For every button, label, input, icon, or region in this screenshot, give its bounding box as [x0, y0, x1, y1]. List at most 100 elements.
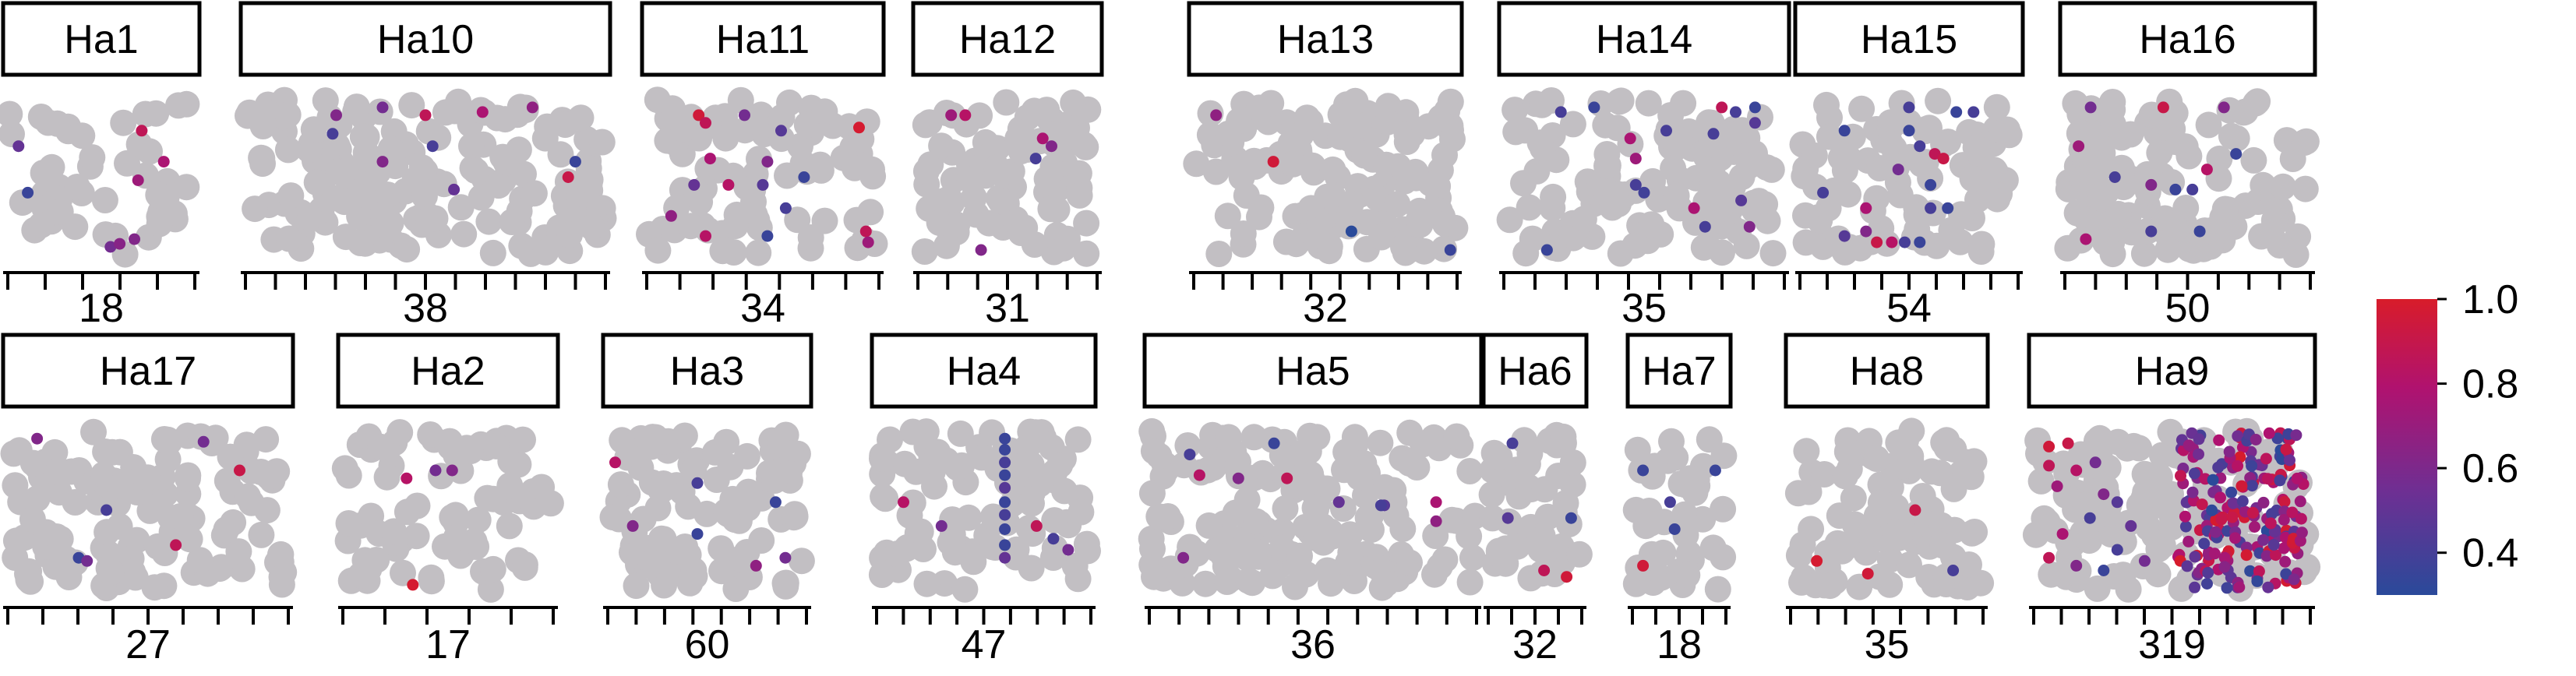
background-point — [1962, 134, 1989, 161]
background-point — [496, 472, 524, 499]
background-point — [782, 501, 809, 528]
data-point — [1871, 236, 1883, 248]
background-point — [979, 503, 1007, 530]
background-point — [1704, 576, 1731, 603]
data-point — [2200, 164, 2213, 176]
background-point — [953, 111, 980, 138]
background-point — [811, 98, 838, 125]
data-point — [999, 539, 1011, 551]
background-point — [108, 472, 135, 499]
background-point — [1818, 180, 1845, 207]
background-point — [870, 483, 897, 510]
data-point — [2181, 560, 2193, 572]
background-point — [1733, 232, 1760, 259]
background-point — [1898, 417, 1925, 445]
background-point — [1050, 136, 1077, 162]
background-point — [1272, 495, 1299, 522]
data-point — [798, 171, 810, 183]
data-point — [1629, 153, 1642, 165]
data-point — [426, 140, 439, 153]
background-point — [1638, 211, 1665, 238]
background-point — [911, 238, 938, 265]
highlight-points — [2043, 427, 2310, 594]
data-point — [2207, 474, 2219, 486]
data-point — [2253, 565, 2265, 577]
background-point — [644, 86, 671, 114]
facet-ha2: Ha2 17 — [331, 333, 564, 667]
data-point — [2189, 581, 2200, 593]
data-point — [1638, 186, 1650, 199]
background-points — [1183, 87, 1469, 267]
background-point — [2031, 505, 2058, 532]
data-point — [419, 109, 432, 121]
background-point — [768, 125, 795, 153]
background-point — [411, 183, 438, 209]
data-point — [569, 156, 581, 168]
data-point — [2080, 233, 2092, 245]
data-point — [739, 109, 750, 121]
data-point — [1942, 202, 1954, 214]
background-point — [2069, 165, 2096, 192]
data-point — [2236, 495, 2249, 507]
background-point — [534, 113, 561, 140]
background-point — [275, 225, 302, 252]
background-points — [331, 419, 564, 603]
data-point — [1730, 106, 1741, 118]
data-point — [1838, 125, 1851, 137]
background-point — [1064, 426, 1092, 453]
data-point — [2186, 183, 2199, 195]
background-point — [1961, 519, 1988, 545]
background-point — [2066, 120, 2093, 147]
data-point — [2246, 480, 2258, 492]
background-point — [1816, 572, 1844, 600]
background-point — [1406, 211, 1434, 238]
background-point — [1863, 445, 1890, 472]
background-point — [330, 188, 358, 216]
facet-strip — [238, 1, 612, 77]
background-points — [1784, 417, 1995, 600]
background-point — [1792, 229, 1819, 256]
background-point — [335, 462, 362, 489]
background-point — [1139, 535, 1166, 562]
background-point — [1698, 109, 1725, 136]
background-point — [1071, 131, 1097, 158]
data-point — [2183, 535, 2195, 547]
data-point — [2230, 148, 2243, 160]
background-point — [1816, 104, 1843, 132]
background-point — [461, 528, 488, 555]
data-point — [326, 128, 339, 140]
facet-strip — [601, 333, 813, 409]
data-point — [2234, 451, 2246, 463]
background-point — [1316, 233, 1343, 260]
data-point — [2198, 537, 2211, 550]
background-point — [671, 422, 698, 449]
facet-count: 60 — [685, 622, 730, 667]
background-point — [912, 111, 939, 139]
background-point — [1792, 202, 1819, 229]
background-point — [1367, 224, 1395, 251]
data-point — [330, 109, 342, 121]
background-point — [91, 187, 118, 213]
background-point — [928, 132, 955, 160]
background-point — [520, 180, 548, 207]
background-point — [528, 474, 556, 501]
background-point — [979, 419, 1006, 446]
background-point — [956, 166, 983, 193]
data-point — [853, 121, 865, 134]
data-point — [2213, 434, 2225, 446]
data-point — [2218, 551, 2231, 564]
background-point — [2105, 428, 2132, 456]
facet-count: 54 — [1886, 286, 1932, 331]
data-point — [2111, 496, 2123, 509]
background-point — [1829, 537, 1856, 565]
background-point — [1225, 154, 1252, 181]
data-point — [234, 464, 245, 477]
background-point — [902, 458, 930, 485]
facet-strip — [640, 1, 886, 77]
facet-label: Ha14 — [1596, 17, 1692, 62]
background-point — [1759, 240, 1787, 267]
background-point — [353, 123, 380, 150]
data-point — [1030, 519, 1043, 532]
data-point — [700, 230, 711, 242]
background-point — [1299, 152, 1326, 179]
